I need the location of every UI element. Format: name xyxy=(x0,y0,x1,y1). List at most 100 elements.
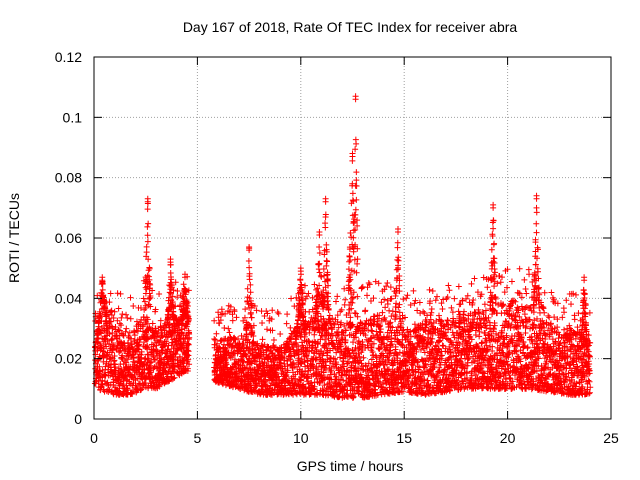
roti-point xyxy=(288,295,295,302)
roti-point xyxy=(291,303,298,310)
roti-point xyxy=(269,307,276,314)
roti-point xyxy=(131,332,138,339)
roti-point xyxy=(116,327,123,334)
roti-point xyxy=(429,287,436,294)
roti-point xyxy=(396,282,403,289)
roti-point xyxy=(120,331,127,338)
roti-point xyxy=(247,281,254,288)
roti-point xyxy=(145,335,152,342)
roti-point xyxy=(106,330,113,337)
roti-point xyxy=(111,352,118,359)
roti-point xyxy=(217,338,224,345)
roti-point xyxy=(238,332,245,339)
roti-point xyxy=(508,278,515,285)
roti-point xyxy=(153,342,160,349)
roti-point xyxy=(151,356,158,363)
roti-point xyxy=(439,305,446,312)
roti-point xyxy=(516,265,523,272)
roti-point xyxy=(141,339,148,346)
roti-point xyxy=(240,341,247,348)
roti-point xyxy=(108,311,115,318)
roti-point xyxy=(316,260,323,267)
roti-point xyxy=(172,351,179,358)
roti-point xyxy=(186,361,193,368)
roti-point xyxy=(428,306,435,313)
roti-point xyxy=(214,340,221,347)
roti-point xyxy=(449,309,456,316)
roti-point xyxy=(439,342,446,349)
roti-point xyxy=(99,367,106,374)
roti-point xyxy=(362,307,369,314)
roti-point xyxy=(411,321,418,328)
roti-point xyxy=(109,325,116,332)
roti-point xyxy=(147,294,154,301)
roti-point xyxy=(213,330,220,337)
roti-point xyxy=(451,295,458,302)
roti-point xyxy=(129,390,136,397)
roti-point xyxy=(264,326,271,333)
roti-point xyxy=(173,369,180,376)
roti-point xyxy=(149,287,156,294)
roti-point xyxy=(240,317,247,324)
roti-point xyxy=(115,326,122,333)
roti-point xyxy=(104,337,111,344)
roti-point xyxy=(455,308,462,315)
roti-point xyxy=(241,314,248,321)
roti-point xyxy=(184,303,191,310)
roti-point xyxy=(250,322,257,329)
roti-point xyxy=(147,359,154,366)
roti-point xyxy=(110,343,117,350)
roti-point xyxy=(145,220,152,227)
roti-point xyxy=(104,326,111,333)
roti-point xyxy=(146,295,153,302)
roti-point xyxy=(400,296,407,303)
roti-point xyxy=(322,224,329,231)
roti-point xyxy=(181,338,188,345)
roti-point xyxy=(106,340,113,347)
x-axis-label: GPS time / hours xyxy=(297,458,404,474)
roti-point xyxy=(144,344,151,351)
roti-point xyxy=(124,356,131,363)
roti-point xyxy=(170,375,177,382)
roti-point xyxy=(218,306,225,313)
roti-point xyxy=(460,308,467,315)
roti-point xyxy=(277,331,284,338)
roti-point xyxy=(122,328,129,335)
roti-point xyxy=(248,302,255,309)
roti-point xyxy=(139,385,146,392)
roti-point xyxy=(157,317,164,324)
roti-point xyxy=(338,306,345,313)
roti-point xyxy=(146,374,153,381)
roti-point xyxy=(321,272,328,279)
roti-point xyxy=(245,257,252,264)
roti-point xyxy=(117,378,124,385)
roti-point xyxy=(354,256,361,263)
roti-point xyxy=(283,320,290,327)
roti-point xyxy=(468,280,475,287)
roti-point xyxy=(382,304,389,311)
roti-point xyxy=(185,348,192,355)
roti-point xyxy=(284,311,291,318)
roti-point xyxy=(410,287,417,294)
roti-point xyxy=(144,320,151,327)
roti-point xyxy=(247,289,254,296)
roti-point xyxy=(155,327,162,334)
roti-point xyxy=(426,286,433,293)
y-axis-label: ROTI / TECUs xyxy=(6,193,22,283)
roti-point xyxy=(144,206,151,213)
roti-point xyxy=(140,321,147,328)
roti-point xyxy=(381,296,388,303)
roti-point xyxy=(395,257,402,264)
roti-point xyxy=(115,305,122,312)
roti-point xyxy=(157,337,164,344)
roti-point xyxy=(185,341,192,348)
roti-point xyxy=(225,341,232,348)
roti-point xyxy=(94,346,101,353)
roti-point xyxy=(143,243,150,250)
roti-point xyxy=(118,322,125,329)
roti-point xyxy=(287,324,294,331)
roti-point xyxy=(184,365,191,372)
roti-point xyxy=(259,319,266,326)
roti-point xyxy=(156,290,163,297)
roti-point xyxy=(345,266,352,273)
